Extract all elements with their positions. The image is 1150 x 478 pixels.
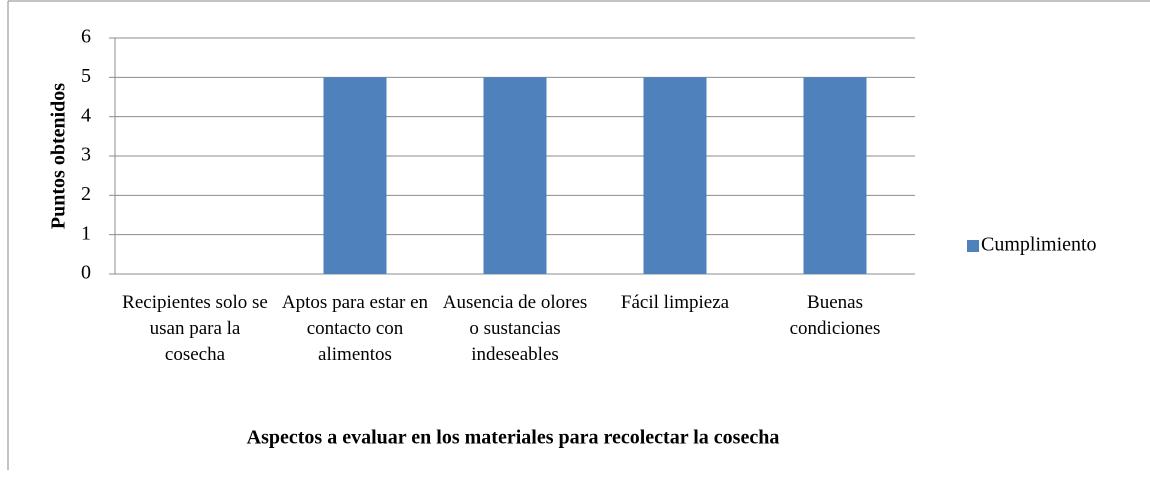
bar — [483, 77, 547, 274]
y-tick-label: 0 — [81, 262, 91, 284]
x-tick-label: Aptos para estar en contacto con aliment… — [281, 292, 429, 365]
bar — [803, 77, 867, 274]
x-tick-label: Buenas condiciones — [789, 292, 881, 339]
y-tick-label: 2 — [81, 183, 91, 205]
legend-swatch — [967, 240, 979, 252]
y-tick-label: 5 — [81, 65, 91, 87]
y-tick-label: 6 — [81, 26, 91, 48]
y-axis-title: Puntos obtenidos — [48, 83, 70, 229]
x-tick-label: Recipientes solo se usan para la cosecha — [122, 292, 268, 365]
bar — [323, 77, 387, 274]
bar — [643, 77, 707, 274]
x-tick-label: Ausencia de olores o sustancias indeseab… — [442, 292, 588, 365]
y-tick-label: 1 — [81, 222, 91, 244]
legend-label: Cumplimiento — [981, 234, 1097, 256]
y-tick-label: 3 — [81, 144, 91, 166]
y-tick-label: 4 — [81, 104, 91, 126]
x-axis-title: Aspectos a evaluar en los materiales par… — [247, 427, 780, 449]
x-tick-label: Fácil limpieza — [620, 292, 730, 313]
